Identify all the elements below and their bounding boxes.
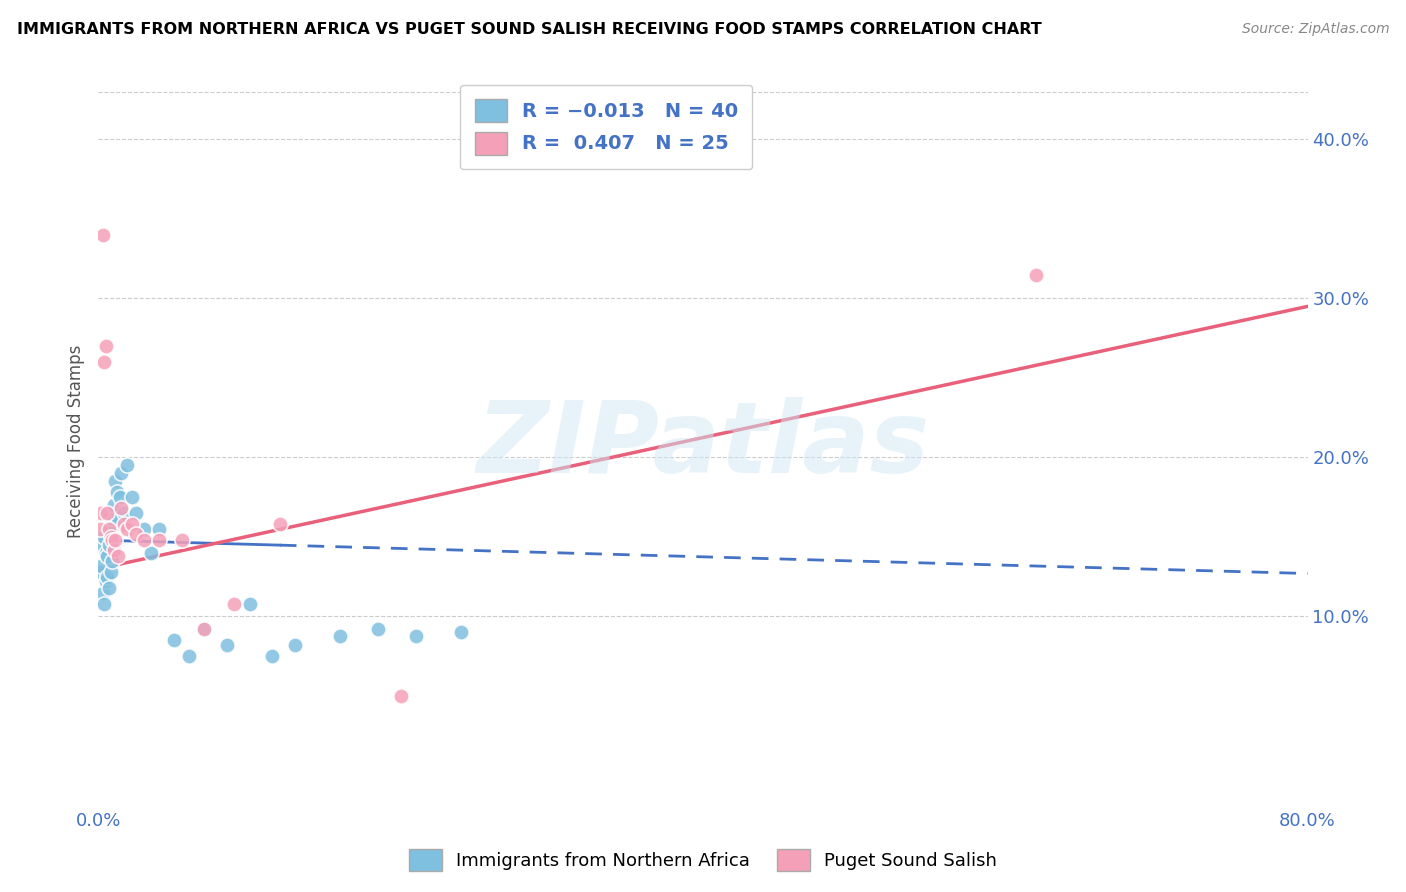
Point [89,522,111,536]
Point [93,530,115,544]
Text: IMMIGRANTS FROM NORTHERN AFRICA VS PUGET SOUND SALISH RECEIVING FOOD STAMPS CORR: IMMIGRANTS FROM NORTHERN AFRICA VS PUGET… [17,22,1042,37]
Point [110,467,132,481]
Point [115,458,138,473]
Point [98,538,121,552]
Point [108,490,131,504]
Point [91,585,114,599]
Text: ZIPatlas: ZIPatlas [477,398,929,494]
Point [269,517,291,532]
Point [329,628,352,642]
Point [132,522,155,536]
Point [163,633,186,648]
Point [91,538,114,552]
Point [148,533,170,548]
Point [96,570,118,584]
Y-axis label: Receiving Food Stamps: Receiving Food Stamps [66,345,84,538]
Point [94,339,117,353]
Point [179,649,201,664]
Point [105,485,128,500]
Point [193,622,215,636]
Point [93,597,115,611]
Point [405,628,427,642]
Point [1024,268,1046,282]
Point [284,638,307,652]
Point [121,517,143,532]
Point [450,625,472,640]
Point [94,546,117,560]
Point [125,526,148,541]
Point [94,574,117,589]
Point [90,558,112,573]
Point [100,565,122,579]
Point [193,622,215,636]
Legend: R = −0.013   N = 40, R =  0.407   N = 25: R = −0.013 N = 40, R = 0.407 N = 25 [460,85,752,169]
Point [141,546,163,560]
Point [89,565,111,579]
Point [112,517,135,532]
Point [170,533,193,548]
Point [110,501,132,516]
Point [215,638,238,652]
Point [132,533,155,548]
Point [101,533,124,548]
Point [103,498,125,512]
Point [101,554,124,568]
Point [93,355,115,369]
Point [98,522,121,536]
Text: Source: ZipAtlas.com: Source: ZipAtlas.com [1241,22,1389,37]
Point [90,506,112,520]
Point [101,511,124,525]
Point [148,522,170,536]
Point [100,530,122,544]
Legend: Immigrants from Northern Africa, Puget Sound Salish: Immigrants from Northern Africa, Puget S… [402,842,1004,879]
Point [239,597,262,611]
Point [96,506,118,520]
Point [112,506,135,520]
Point [224,597,246,611]
Point [115,522,138,536]
Point [125,506,148,520]
Point [121,490,143,504]
Point [107,549,129,563]
Point [91,227,114,242]
Point [389,689,412,703]
Point [100,522,122,536]
Point [104,475,127,489]
Point [367,622,389,636]
Point [104,533,127,548]
Point [262,649,284,664]
Point [98,581,121,595]
Point [103,542,125,557]
Point [96,549,118,563]
Point [107,511,129,525]
